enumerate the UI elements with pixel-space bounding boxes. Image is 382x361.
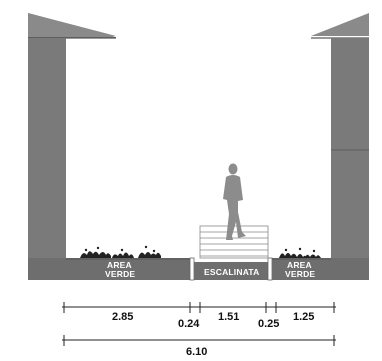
area-labels: AREA VERDE ESCALINATA AREA VERDE: [105, 260, 315, 279]
dim-segment-1: 2.85: [112, 311, 133, 323]
dim-total: 6.10: [186, 346, 207, 358]
dimension-labels: 2.85 0.24 1.51 0.25 1.25 6.10: [112, 311, 314, 358]
area-verde-left-line2: VERDE: [105, 269, 135, 279]
dimension-lines: [62, 302, 336, 346]
escalinata-base: [194, 262, 268, 280]
right-gutter: [268, 258, 272, 280]
left-building: [28, 13, 116, 260]
left-gutter: [190, 258, 194, 280]
left-planter: [28, 258, 190, 280]
dim-segment-3: 1.51: [218, 311, 239, 323]
left-wall: [28, 38, 66, 260]
dim-segment-4: 0.25: [258, 318, 279, 330]
right-planter: [272, 258, 369, 280]
ground: [28, 257, 369, 281]
area-verde-left-line1: AREA: [107, 260, 132, 270]
escalinata-steps: [199, 225, 269, 259]
dim-segment-2: 0.24: [178, 318, 200, 330]
right-wall: [331, 38, 369, 260]
right-roof-slope: [311, 13, 369, 36]
left-roof-slope: [28, 13, 116, 36]
area-verde-right-line1: AREA: [287, 260, 312, 270]
escalinata-label: ESCALINATA: [204, 267, 260, 277]
left-shrubs: [80, 245, 161, 258]
person-figure: [223, 163, 246, 240]
area-verde-right-line2: VERDE: [285, 269, 315, 279]
right-building: [311, 13, 369, 260]
dim-segment-5: 1.25: [293, 311, 314, 323]
right-shrubs: [279, 247, 321, 258]
